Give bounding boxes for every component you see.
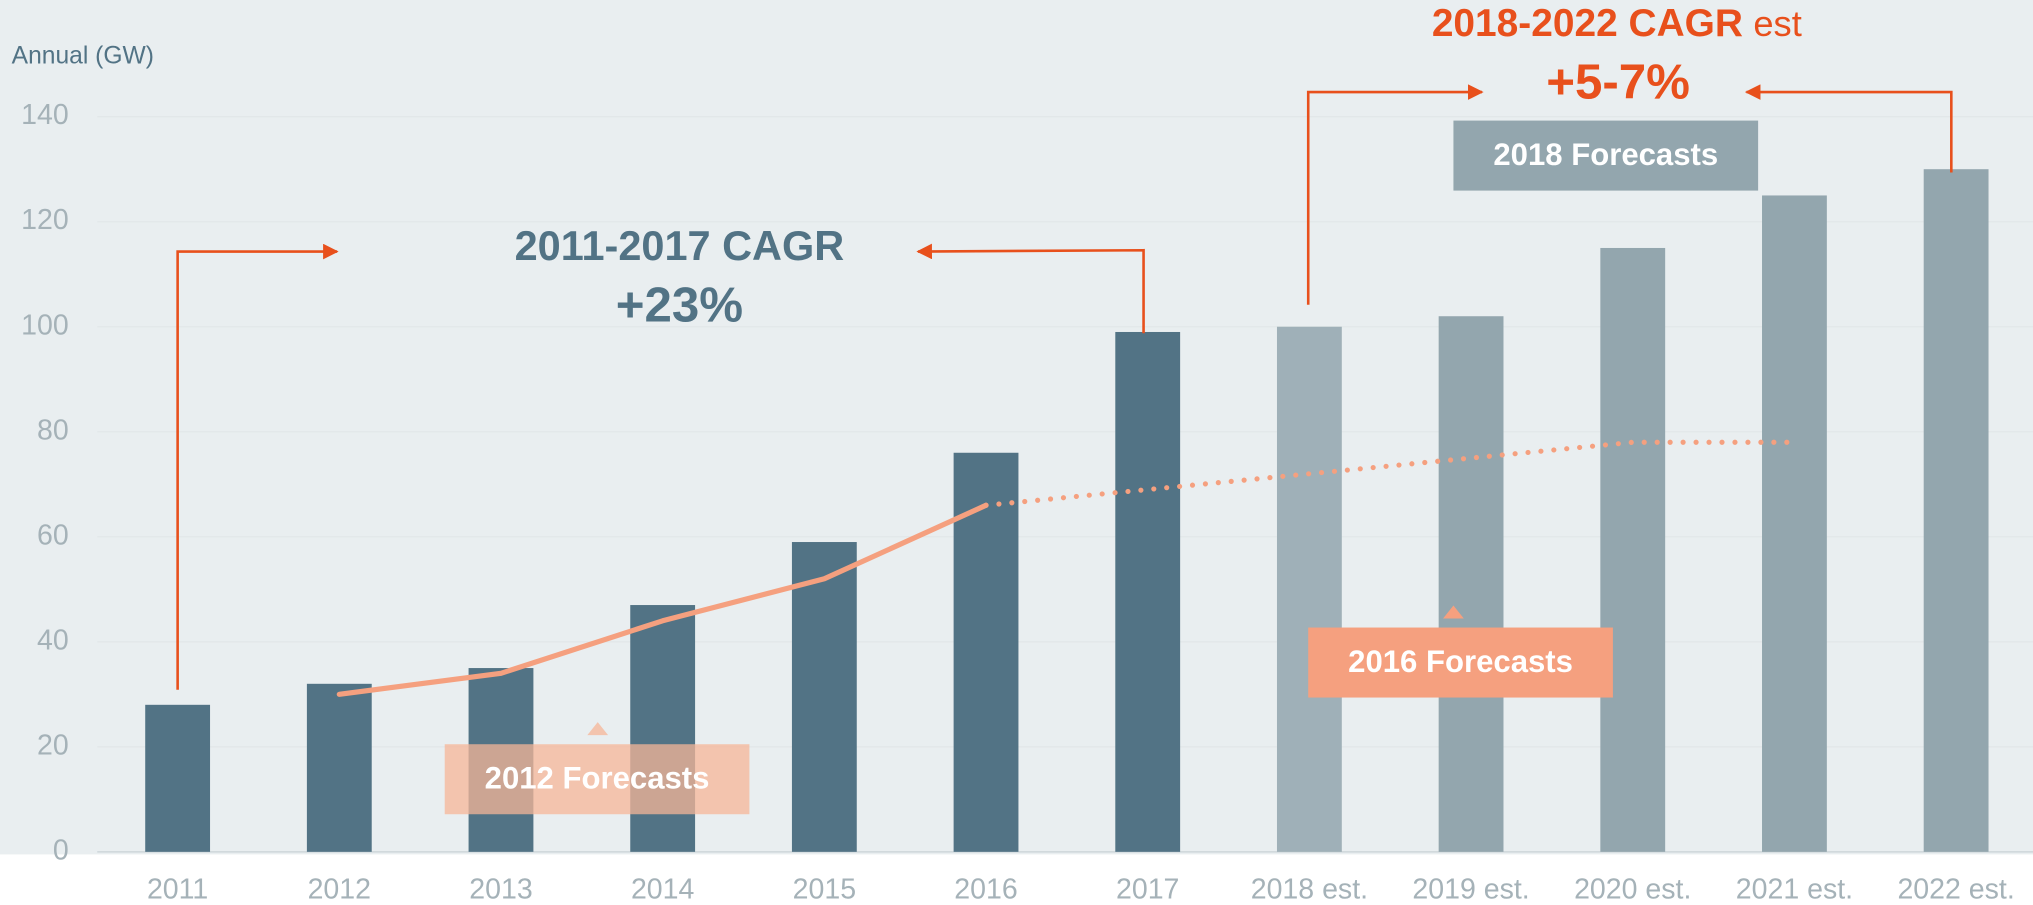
pointer bbox=[1443, 605, 1464, 619]
label-box bbox=[1453, 120, 1759, 191]
bar bbox=[630, 605, 696, 852]
arrow bbox=[1744, 84, 1953, 173]
y-tick-label: 80 bbox=[37, 414, 69, 446]
label-box bbox=[1308, 627, 1613, 698]
arrow bbox=[1306, 84, 1484, 305]
x-tick-label: 2013 bbox=[469, 873, 532, 905]
y-axis-label: Annual (GW) bbox=[12, 43, 154, 70]
bar bbox=[145, 704, 211, 852]
arrow bbox=[176, 243, 339, 690]
annotation: +5-7% bbox=[1546, 55, 1690, 110]
bottom-strip bbox=[0, 854, 2033, 905]
x-tick-label: 2021 est. bbox=[1736, 873, 1853, 905]
y-tick-label: 120 bbox=[21, 204, 69, 236]
arrows bbox=[176, 84, 1953, 690]
y-tick-label: 60 bbox=[37, 519, 69, 551]
bar bbox=[1276, 326, 1342, 852]
bar bbox=[1115, 331, 1181, 852]
bar bbox=[1600, 247, 1666, 852]
bar bbox=[1762, 195, 1827, 852]
annotation: +23% bbox=[616, 278, 743, 333]
pointer bbox=[587, 722, 609, 736]
box-label: 2012 Forecasts bbox=[485, 761, 710, 796]
box-label: 2018 Forecasts bbox=[1493, 137, 1718, 172]
x-tick-label: 2018 est. bbox=[1251, 873, 1368, 905]
x-tick-label: 2019 est. bbox=[1412, 873, 1529, 905]
bar bbox=[1438, 316, 1504, 852]
bar bbox=[953, 452, 1019, 852]
line-series bbox=[336, 502, 989, 697]
x-tick-label: 2012 bbox=[308, 873, 371, 905]
annotation-group: 2018-2022 CAGR est bbox=[1432, 2, 1802, 45]
x-tick-label: 2017 bbox=[1116, 873, 1179, 905]
bar bbox=[1923, 169, 1989, 852]
x-tick-label: 2011 bbox=[147, 873, 208, 905]
x-tick-label: 2020 est. bbox=[1574, 873, 1691, 905]
y-tick-label: 0 bbox=[53, 834, 69, 866]
arrow bbox=[916, 243, 1145, 334]
label-box bbox=[444, 744, 750, 815]
x-tick-label: 2014 bbox=[631, 873, 695, 905]
y-tick-label: 40 bbox=[37, 624, 69, 656]
annotation: 2011-2017 CAGR bbox=[515, 222, 845, 269]
x-tick-label: 2022 est. bbox=[1897, 873, 2014, 905]
x-tick-label: 2016 bbox=[954, 873, 1017, 905]
y-tick-label: 20 bbox=[37, 729, 69, 761]
y-tick-label: 100 bbox=[21, 309, 69, 341]
annotation: 2018-2022 CAGR bbox=[1432, 2, 1743, 45]
bar bbox=[306, 683, 372, 852]
x-tick-label: 2015 bbox=[793, 873, 856, 905]
y-tick-label: 140 bbox=[21, 99, 69, 131]
annotation: est bbox=[1753, 3, 1801, 44]
line-series bbox=[983, 439, 1798, 508]
box-label: 2016 Forecasts bbox=[1348, 644, 1573, 679]
bar bbox=[791, 542, 857, 852]
